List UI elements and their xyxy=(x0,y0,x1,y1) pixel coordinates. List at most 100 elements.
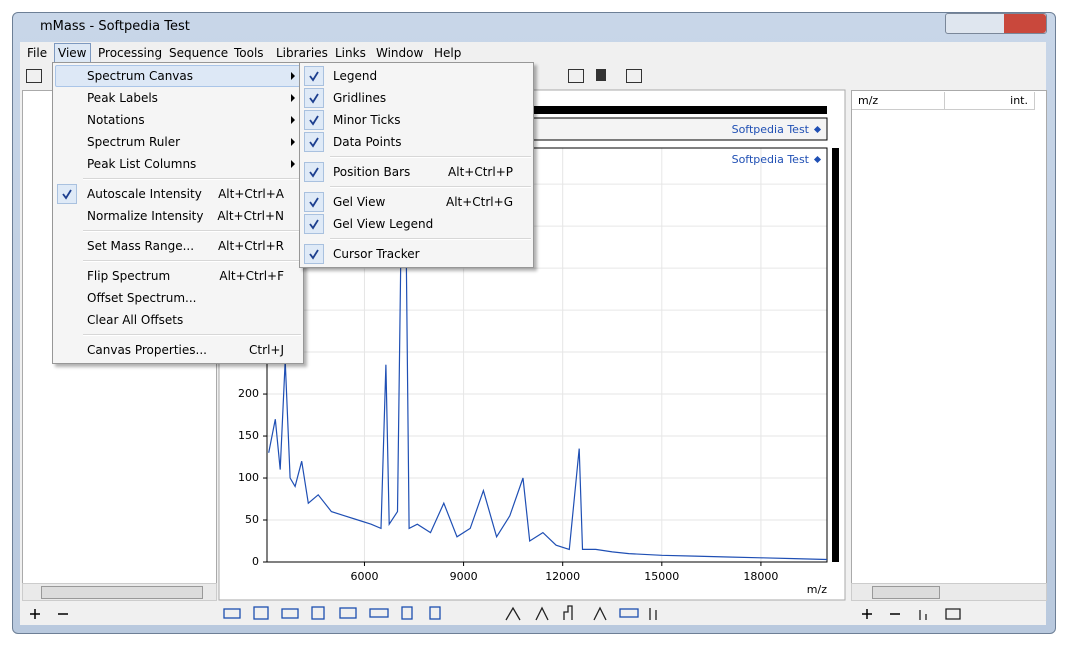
submenu-arrow xyxy=(291,94,295,102)
menu-label[interactable]: Flip Spectrum xyxy=(87,269,171,283)
menu-label[interactable]: Offset Spectrum... xyxy=(87,291,197,305)
bottom-icons xyxy=(30,605,961,621)
menu-label[interactable]: Notations xyxy=(87,113,145,127)
position-bar xyxy=(832,148,839,562)
menu-label[interactable]: Canvas Properties... xyxy=(87,343,207,357)
menu-label[interactable]: Minor Ticks xyxy=(333,113,401,127)
check-box xyxy=(57,184,77,204)
menu-label[interactable]: Peak Labels xyxy=(87,91,158,105)
menu-shortcut: Alt+Ctrl+A xyxy=(218,187,284,201)
menu-separator xyxy=(83,230,301,232)
menu-label[interactable]: Set Mass Range... xyxy=(87,239,195,253)
x-tick-label: 15000 xyxy=(644,570,679,583)
left-scrollbar[interactable] xyxy=(22,583,217,601)
check-box xyxy=(304,66,324,86)
check-box xyxy=(304,244,324,264)
menu-label[interactable]: Position Bars xyxy=(333,165,411,179)
submenu-arrow xyxy=(291,116,295,124)
menu-separator xyxy=(330,186,531,188)
y-tick-label: 150 xyxy=(238,429,259,442)
menu-item[interactable]: View xyxy=(58,46,87,60)
menu-item[interactable]: File xyxy=(27,46,48,60)
gel-legend: Softpedia Test xyxy=(732,123,810,136)
gel-legend-marker xyxy=(813,125,822,134)
window-buttons[interactable] xyxy=(945,13,1047,34)
menu-label[interactable]: Gridlines xyxy=(333,91,387,105)
menu-label[interactable]: Autoscale Intensity xyxy=(87,187,202,201)
check-glyph xyxy=(309,167,319,178)
toolbar-icon[interactable] xyxy=(626,69,642,83)
toolbar xyxy=(22,64,1046,88)
menu-label[interactable]: Legend xyxy=(333,69,378,83)
check-box xyxy=(304,110,324,130)
check-mark xyxy=(304,110,324,130)
menu-item[interactable]: Libraries xyxy=(276,46,328,60)
close-button[interactable] xyxy=(1004,14,1046,33)
right-scrollbar[interactable] xyxy=(851,583,1047,601)
menu-separator xyxy=(83,334,301,336)
toolbar-icon[interactable] xyxy=(26,69,42,83)
menu-label[interactable]: Data Points xyxy=(333,135,402,149)
check-mark xyxy=(304,66,324,86)
menu-label[interactable]: Spectrum Canvas xyxy=(87,69,194,83)
check-glyph xyxy=(309,93,319,104)
menu-label[interactable]: Clear All Offsets xyxy=(87,313,184,327)
toolbar-icon[interactable] xyxy=(596,69,606,81)
legend-marker xyxy=(813,155,822,164)
menu-item[interactable]: Tools xyxy=(234,46,264,60)
menu-shortcut: Alt+Ctrl+F xyxy=(219,269,284,283)
check-mark xyxy=(304,88,324,108)
submenu-arrow xyxy=(291,160,295,168)
x-tick-label: 6000 xyxy=(350,570,378,583)
menu-label[interactable]: Peak List Columns xyxy=(87,157,197,171)
menu-item[interactable]: Help xyxy=(434,46,462,60)
check-mark xyxy=(304,162,324,182)
check-glyph xyxy=(309,249,319,260)
zoom-buttons[interactable] xyxy=(30,609,900,619)
legend-label: Softpedia Test xyxy=(732,153,810,166)
menu-item[interactable]: Links xyxy=(335,46,366,60)
menu-shortcut: Alt+Ctrl+P xyxy=(448,165,513,179)
menu-label[interactable]: Normalize Intensity xyxy=(87,209,204,223)
check-glyph xyxy=(309,115,319,126)
check-mark xyxy=(304,192,324,212)
check-box xyxy=(304,88,324,108)
right-panel xyxy=(851,90,1047,584)
canvas-tool-icons[interactable] xyxy=(223,606,639,620)
check-box xyxy=(304,192,324,212)
toolbar-icon[interactable] xyxy=(568,69,584,83)
x-tick-label: 12000 xyxy=(545,570,580,583)
menu-shortcut: Alt+Ctrl+N xyxy=(217,209,284,223)
bottom-toolbar xyxy=(22,603,1046,625)
check-glyph xyxy=(309,197,319,208)
menu-label[interactable]: Spectrum Ruler xyxy=(87,135,181,149)
check-glyph xyxy=(309,137,319,148)
check-glyph xyxy=(309,71,319,82)
window-title: mMass - Softpedia Test xyxy=(40,19,190,34)
submenu-arrow xyxy=(291,72,295,80)
peak-tool-icons[interactable] xyxy=(505,605,961,621)
menu-shortcut: Alt+Ctrl+G xyxy=(445,195,513,209)
x-tick-label: 9000 xyxy=(450,570,478,583)
menu-item[interactable]: Sequence xyxy=(169,46,229,60)
table-header-int[interactable]: int. xyxy=(944,92,1035,110)
menu-label[interactable]: Cursor Tracker xyxy=(333,247,420,261)
x-axis-label: m/z xyxy=(807,583,827,596)
y-tick-label: 0 xyxy=(252,555,259,568)
table-header-mz[interactable]: m/z xyxy=(852,92,945,110)
menu-separator xyxy=(330,238,531,240)
menu-separator xyxy=(330,156,531,158)
check-glyph xyxy=(309,219,319,230)
menu-label[interactable]: Gel View Legend xyxy=(333,217,434,231)
check-mark xyxy=(57,184,77,204)
y-tick-label: 200 xyxy=(238,387,259,400)
menu-label[interactable]: Gel View xyxy=(333,195,386,209)
menu-item[interactable]: Processing xyxy=(98,46,163,60)
check-box xyxy=(304,162,324,182)
menu-shortcut: Alt+Ctrl+R xyxy=(217,239,284,253)
submenu-arrow xyxy=(291,138,295,146)
y-tick-label: 100 xyxy=(238,471,259,484)
menu-item[interactable]: Window xyxy=(376,46,424,60)
y-tick-label: 50 xyxy=(245,513,259,526)
